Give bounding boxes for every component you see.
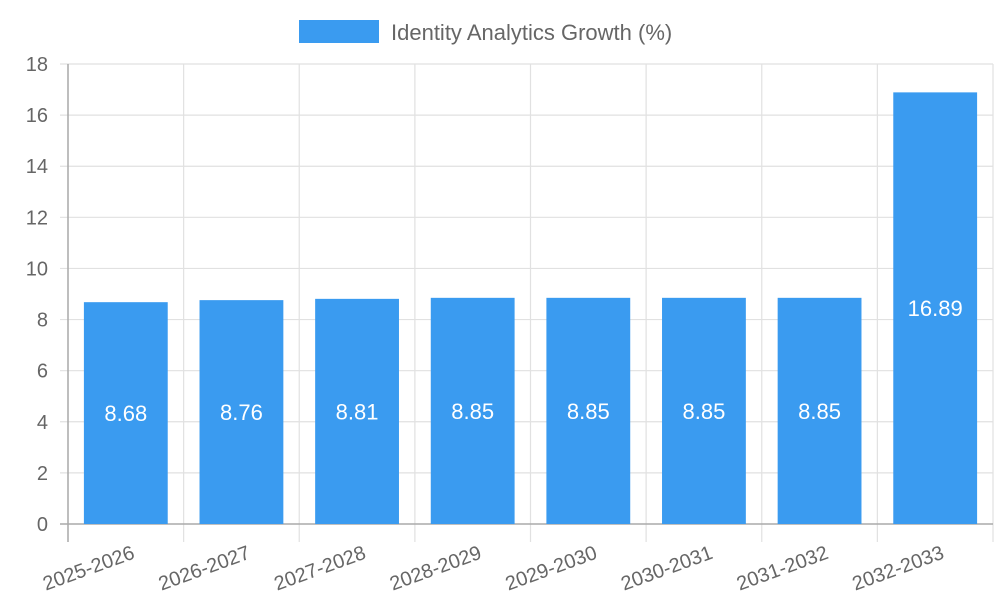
bar[interactable]: 8.76	[199, 300, 284, 524]
bar-value-label: 8.85	[567, 399, 610, 424]
y-tick-label: 8	[37, 310, 48, 332]
bar[interactable]: 16.89	[893, 92, 978, 524]
x-tick-label: 2028-2029	[387, 542, 484, 595]
x-tick-label: 2032-2033	[849, 542, 946, 595]
legend[interactable]: Identity Analytics Growth (%)	[299, 20, 672, 45]
y-tick-label: 12	[26, 207, 48, 229]
x-tick-label: 2026-2027	[156, 542, 253, 595]
bar-value-label: 8.68	[104, 401, 147, 426]
y-tick-label: 0	[37, 514, 48, 536]
bar[interactable]: 8.81	[315, 298, 399, 524]
x-tick-label: 2027-2028	[271, 542, 368, 595]
y-tick-label: 18	[26, 54, 48, 76]
x-tick-label: 2025-2026	[40, 542, 137, 595]
bar[interactable]: 8.85	[430, 297, 515, 524]
bar[interactable]: 8.85	[546, 297, 631, 524]
bar-rect[interactable]	[893, 92, 978, 524]
y-tick-label: 10	[26, 258, 48, 280]
bar[interactable]: 8.85	[662, 297, 746, 524]
grid-lines	[60, 63, 994, 542]
bar-value-label: 8.85	[451, 399, 494, 424]
bar-rect[interactable]	[83, 302, 168, 524]
y-tick-label: 6	[37, 361, 48, 383]
legend-swatch	[299, 20, 379, 43]
y-tick-label: 16	[26, 105, 48, 127]
x-tick-label: 2031-2032	[734, 542, 831, 595]
bar-rect[interactable]	[199, 300, 284, 524]
bar[interactable]: 8.68	[83, 302, 168, 524]
bars: 8.68 8.76 8.81 8.85 8.85 8.85 8.85 16.89	[83, 92, 978, 524]
y-tick-label: 14	[26, 156, 48, 178]
bar-rect[interactable]	[430, 297, 515, 524]
bar-value-label: 8.85	[798, 399, 841, 424]
bar-value-label: 8.85	[683, 399, 726, 424]
bar-rect[interactable]	[777, 297, 862, 524]
x-axis-ticks: 2025-2026 2026-2027 2027-2028 2028-2029 2029…	[40, 542, 947, 595]
bar-value-label: 16.89	[908, 296, 963, 321]
y-tick-label: 2	[37, 463, 48, 485]
bar-rect[interactable]	[315, 298, 399, 524]
bar-value-label: 8.76	[220, 400, 263, 425]
y-tick-label: 4	[37, 412, 48, 434]
legend-label: Identity Analytics Growth (%)	[391, 20, 672, 45]
bar-rect[interactable]	[662, 297, 746, 524]
bar-value-label: 8.81	[336, 399, 379, 424]
x-tick-label: 2029-2030	[503, 542, 600, 595]
bar-rect[interactable]	[546, 297, 631, 524]
bar[interactable]: 8.85	[777, 297, 862, 524]
y-axis-ticks: 0 2 4 6 8 10 12 14 16 18	[26, 54, 48, 536]
x-tick-label: 2030-2031	[618, 542, 715, 595]
